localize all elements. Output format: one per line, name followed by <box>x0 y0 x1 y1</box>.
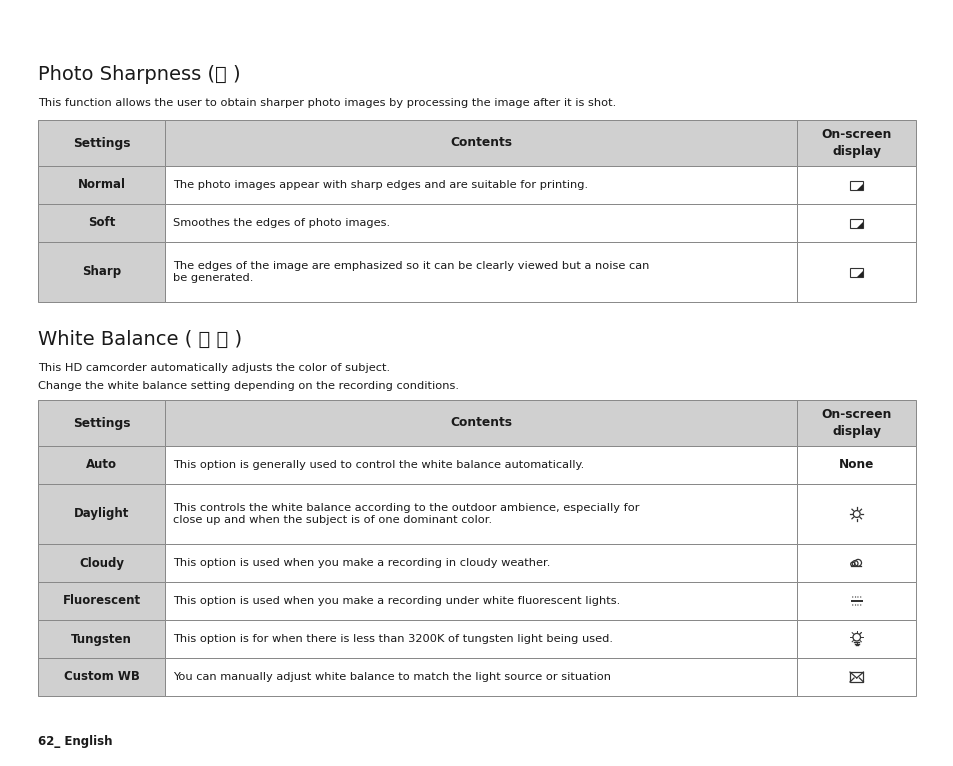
Text: On-screen
display: On-screen display <box>821 129 891 158</box>
Bar <box>797 620 915 658</box>
Text: Contents: Contents <box>450 136 512 149</box>
Bar <box>165 120 797 166</box>
Bar <box>797 166 915 204</box>
Text: 62_ English: 62_ English <box>38 735 112 748</box>
Circle shape <box>860 604 861 606</box>
Bar <box>797 120 915 166</box>
Polygon shape <box>857 184 862 189</box>
Text: None: None <box>839 459 874 472</box>
Text: Custom WB: Custom WB <box>64 670 139 683</box>
Bar <box>165 582 797 620</box>
Bar <box>38 582 165 620</box>
Text: This option is used when you make a recording in cloudy weather.: This option is used when you make a reco… <box>173 558 550 568</box>
Bar <box>797 400 915 446</box>
Text: White Balance ( Ⓜ Ⓜ ): White Balance ( Ⓜ Ⓜ ) <box>38 330 242 349</box>
Bar <box>797 204 915 242</box>
Bar <box>38 242 165 302</box>
Bar <box>165 544 797 582</box>
Bar <box>165 446 797 484</box>
Circle shape <box>857 604 858 606</box>
Polygon shape <box>857 270 862 277</box>
Text: The photo images appear with sharp edges and are suitable for printing.: The photo images appear with sharp edges… <box>173 180 588 190</box>
Text: Photo Sharpness (Ⓜ ): Photo Sharpness (Ⓜ ) <box>38 65 240 84</box>
Text: Smoothes the edges of photo images.: Smoothes the edges of photo images. <box>173 218 390 228</box>
Bar <box>38 484 165 544</box>
Text: Soft: Soft <box>88 217 115 230</box>
Text: You can manually adjust white balance to match the light source or situation: You can manually adjust white balance to… <box>173 672 611 682</box>
Text: Settings: Settings <box>72 136 131 149</box>
Bar <box>38 120 165 166</box>
Bar <box>797 582 915 620</box>
Text: Daylight: Daylight <box>74 508 130 521</box>
Circle shape <box>851 604 853 606</box>
Text: This option is generally used to control the white balance automatically.: This option is generally used to control… <box>173 460 584 470</box>
Text: The edges of the image are emphasized so it can be clearly viewed but a noise ca: The edges of the image are emphasized so… <box>173 260 649 283</box>
Text: Change the white balance setting depending on the recording conditions.: Change the white balance setting dependi… <box>38 381 458 391</box>
Bar <box>165 400 797 446</box>
Bar <box>849 181 862 189</box>
Bar <box>38 446 165 484</box>
Text: Contents: Contents <box>450 417 512 430</box>
Bar <box>165 484 797 544</box>
Polygon shape <box>857 221 862 228</box>
Text: This option is used when you make a recording under white fluorescent lights.: This option is used when you make a reco… <box>173 596 619 606</box>
Text: Tungsten: Tungsten <box>71 633 132 646</box>
Text: On-screen
display: On-screen display <box>821 408 891 437</box>
Bar <box>797 446 915 484</box>
Text: This option is for when there is less than 3200K of tungsten light being used.: This option is for when there is less th… <box>173 634 613 644</box>
Text: This function allows the user to obtain sharper photo images by processing the i: This function allows the user to obtain … <box>38 98 616 108</box>
Bar <box>797 484 915 544</box>
Bar <box>38 658 165 696</box>
Bar <box>38 544 165 582</box>
Text: Fluorescent: Fluorescent <box>63 594 141 607</box>
Text: Auto: Auto <box>86 459 117 472</box>
Bar <box>849 267 862 277</box>
Bar <box>849 218 862 228</box>
Bar <box>38 620 165 658</box>
Bar <box>165 658 797 696</box>
Bar <box>38 166 165 204</box>
Bar <box>797 242 915 302</box>
Bar <box>849 672 862 682</box>
Text: Settings: Settings <box>72 417 131 430</box>
Circle shape <box>854 604 855 606</box>
Text: Sharp: Sharp <box>82 266 121 279</box>
Bar <box>165 242 797 302</box>
Text: This controls the white balance according to the outdoor ambience, especially fo: This controls the white balance accordin… <box>173 502 639 525</box>
Bar <box>38 400 165 446</box>
Bar <box>165 620 797 658</box>
Bar <box>38 204 165 242</box>
Text: Normal: Normal <box>77 178 126 192</box>
Bar <box>797 544 915 582</box>
Bar <box>165 204 797 242</box>
Bar <box>797 658 915 696</box>
Text: Cloudy: Cloudy <box>79 557 124 569</box>
Bar <box>165 166 797 204</box>
Text: This HD camcorder automatically adjusts the color of subject.: This HD camcorder automatically adjusts … <box>38 363 390 373</box>
Bar <box>850 600 862 602</box>
